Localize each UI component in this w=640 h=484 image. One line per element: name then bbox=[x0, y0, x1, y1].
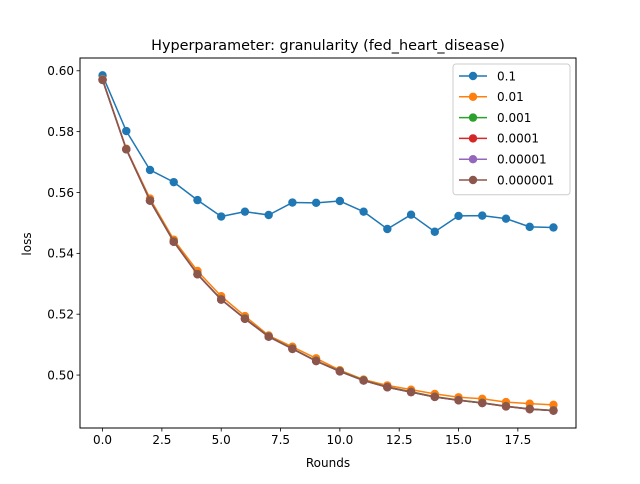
data-point bbox=[193, 270, 202, 279]
data-point bbox=[359, 376, 368, 385]
y-tick-label: 0.56 bbox=[47, 186, 74, 200]
legend-marker bbox=[468, 71, 478, 81]
data-point bbox=[454, 396, 463, 405]
series-5 bbox=[98, 75, 558, 415]
data-point bbox=[501, 402, 511, 411]
legend-entry: 0.01 bbox=[459, 90, 524, 104]
data-point bbox=[525, 222, 534, 232]
legend-marker bbox=[468, 175, 478, 185]
y-tick-label: 0.50 bbox=[47, 368, 74, 382]
series-0 bbox=[98, 71, 558, 236]
x-tick-label: 15.0 bbox=[445, 433, 472, 447]
legend-entry: 0.000001 bbox=[459, 173, 554, 187]
legend-marker bbox=[468, 155, 478, 164]
data-point bbox=[122, 145, 131, 154]
data-point bbox=[383, 383, 392, 392]
legend-entry: 0.1 bbox=[459, 69, 516, 83]
data-point bbox=[311, 356, 321, 366]
x-tick-label: 17.5 bbox=[504, 433, 531, 447]
data-point bbox=[430, 227, 439, 236]
chart-title: Hyperparameter: granularity (fed_heart_d… bbox=[151, 38, 505, 54]
data-point bbox=[240, 314, 250, 323]
data-point bbox=[264, 332, 273, 341]
data-point bbox=[311, 198, 321, 208]
y-tick-label: 0.52 bbox=[47, 308, 74, 322]
data-point bbox=[335, 196, 345, 206]
legend-label: 0.0001 bbox=[497, 132, 539, 146]
legend-entry: 0.00001 bbox=[459, 153, 547, 167]
y-axis-label: loss bbox=[20, 232, 34, 255]
x-tick-label: 10.0 bbox=[327, 433, 354, 447]
data-point bbox=[98, 75, 107, 85]
legend-label: 0.1 bbox=[497, 69, 516, 83]
data-point bbox=[217, 212, 226, 221]
data-point bbox=[359, 207, 368, 216]
y-tick-label: 0.54 bbox=[47, 247, 74, 261]
legend-entry: 0.001 bbox=[459, 111, 531, 125]
x-tick-label: 2.5 bbox=[152, 433, 171, 447]
x-tick-label: 12.5 bbox=[386, 433, 413, 447]
data-point bbox=[240, 207, 250, 216]
y-tick-label: 0.58 bbox=[47, 125, 74, 139]
legend-label: 0.000001 bbox=[497, 173, 554, 187]
legend-label: 0.01 bbox=[497, 90, 524, 104]
data-point bbox=[478, 398, 487, 408]
data-point bbox=[383, 224, 392, 234]
data-point bbox=[264, 210, 273, 220]
data-point bbox=[478, 211, 487, 220]
series-lines bbox=[98, 71, 558, 415]
legend-marker bbox=[468, 113, 478, 122]
data-point bbox=[145, 165, 155, 175]
data-point bbox=[501, 214, 511, 223]
legend-label: 0.001 bbox=[497, 111, 531, 125]
data-point bbox=[217, 295, 226, 304]
data-point bbox=[549, 223, 558, 232]
data-point bbox=[169, 237, 178, 246]
data-point bbox=[145, 196, 155, 205]
data-point bbox=[406, 210, 416, 219]
data-point bbox=[122, 126, 131, 136]
data-point bbox=[193, 195, 202, 205]
x-axis-label: Rounds bbox=[306, 456, 350, 470]
legend-label: 0.00001 bbox=[497, 153, 547, 167]
data-point bbox=[406, 387, 416, 397]
y-tick-label: 0.60 bbox=[47, 64, 74, 78]
axis-ticks: 0.0 2.5 5.0 7.5 10.0 12.5 15.0 17.5 0.50 0.52 0.54… bbox=[47, 64, 531, 447]
data-point bbox=[169, 177, 178, 187]
legend-marker bbox=[468, 92, 478, 102]
data-point bbox=[454, 211, 463, 221]
legend-marker bbox=[468, 134, 478, 143]
axes-frame bbox=[79, 57, 577, 429]
x-tick-label: 7.5 bbox=[271, 433, 290, 447]
data-point bbox=[430, 392, 439, 402]
data-point bbox=[335, 367, 345, 376]
data-point bbox=[525, 404, 534, 414]
data-point bbox=[288, 344, 297, 354]
legend-entry: 0.0001 bbox=[459, 132, 539, 146]
legend: 0.1 0.01 0.001 0.0001 0.00001 0.000001 bbox=[452, 63, 571, 196]
data-point bbox=[549, 406, 558, 415]
x-tick-label: 5.0 bbox=[212, 433, 231, 447]
data-point bbox=[288, 198, 297, 207]
x-tick-label: 0.0 bbox=[93, 433, 112, 447]
